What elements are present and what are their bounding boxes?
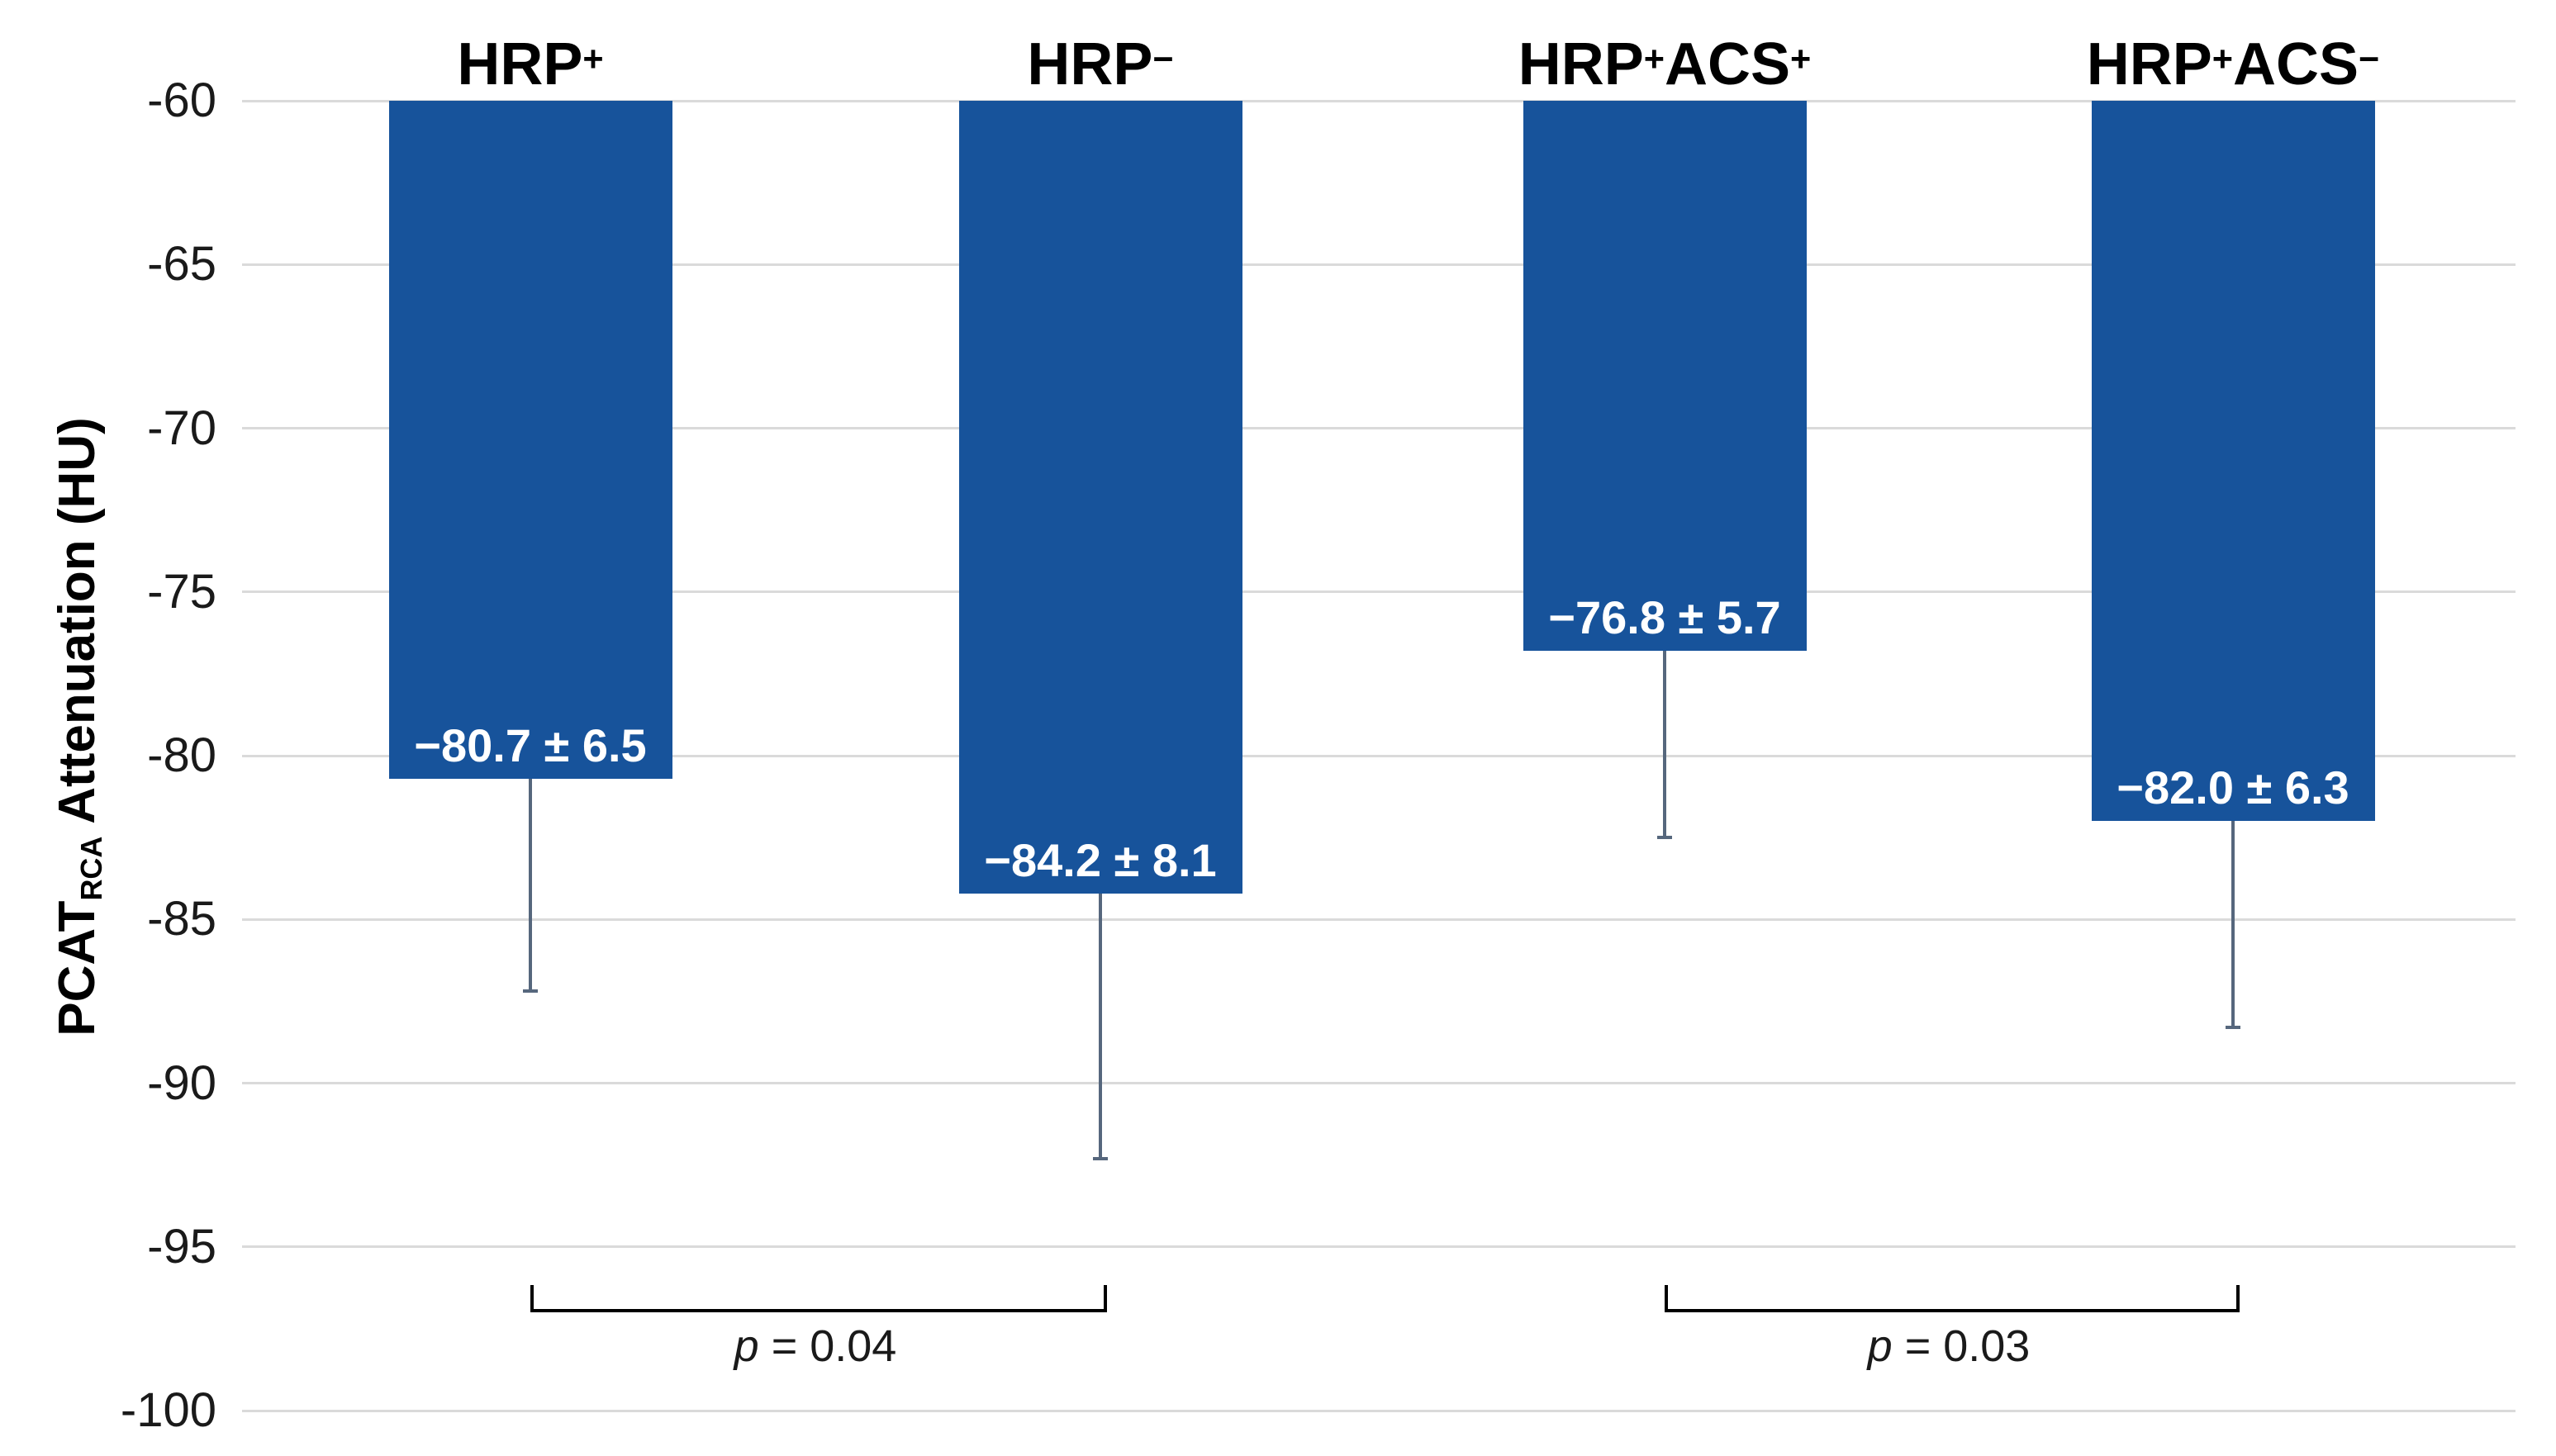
category-title-text: ACS	[2233, 31, 2359, 97]
bar-value-label: −82.0 ± 6.3	[2117, 761, 2349, 814]
p-value-label: p = 0.04	[568, 1321, 1063, 1371]
category-title-superscript: +	[2212, 39, 2233, 79]
bar	[958, 101, 1242, 894]
category-title-superscript: +	[1643, 39, 1665, 79]
y-tick-label: -85	[147, 892, 216, 946]
error-bar	[1099, 893, 1102, 1159]
y-tick-label: -75	[147, 564, 216, 619]
category-title-text: HRP	[457, 31, 583, 97]
category-title: HRP+ACS+	[1417, 25, 1912, 104]
gridline	[242, 263, 2516, 266]
error-bar-cap	[1657, 836, 1672, 840]
y-axis-title-subscript: RCA	[74, 836, 109, 901]
category-title-superscript: −	[1152, 39, 1174, 79]
p-symbol: p	[1867, 1321, 1893, 1371]
bar	[2091, 101, 2375, 822]
gridline	[242, 754, 2516, 757]
gridline	[242, 1082, 2516, 1084]
y-tick-label: -100	[120, 1383, 216, 1437]
significance-bracket	[1665, 1285, 2240, 1312]
y-tick-label: -80	[147, 728, 216, 782]
p-value-text: = 0.04	[758, 1321, 897, 1371]
category-title-superscript: +	[582, 39, 604, 79]
error-bar-cap	[1093, 1156, 1108, 1160]
category-title: HRP+ACS−	[1985, 25, 2481, 104]
gridline	[242, 590, 2516, 594]
gridline	[242, 427, 2516, 429]
significance-bracket	[530, 1285, 1107, 1312]
bar-value-label: −76.8 ± 5.7	[1548, 591, 1781, 644]
y-tick-label: -60	[147, 74, 216, 127]
category-title-superscript: −	[2359, 39, 2380, 79]
y-tick-label: -65	[147, 237, 216, 292]
bar-value-label: −84.2 ± 8.1	[984, 833, 1217, 886]
bar	[1523, 101, 1807, 652]
error-bar-cap	[523, 989, 538, 994]
error-bar-cap	[2226, 1026, 2240, 1030]
y-tick-label: -70	[147, 401, 216, 455]
p-value-text: = 0.03	[1892, 1321, 2031, 1371]
gridline	[242, 1245, 2516, 1249]
gridline	[242, 1409, 2516, 1412]
category-title-superscript: +	[1790, 39, 1812, 79]
category-title-text: HRP	[1027, 31, 1153, 97]
y-tick-label: -95	[147, 1219, 216, 1273]
category-title-text: ACS	[1665, 31, 1791, 97]
error-bar	[529, 778, 532, 992]
category-title: HRP+	[283, 25, 778, 104]
category-title-text: HRP	[2086, 31, 2212, 97]
category-title-text: HRP	[1518, 31, 1644, 97]
p-symbol: p	[734, 1321, 759, 1371]
gridline	[242, 99, 2516, 102]
bar-value-label: −80.7 ± 6.5	[414, 719, 647, 771]
y-tick-label: -90	[147, 1055, 216, 1110]
gridline	[242, 918, 2516, 921]
error-bar	[1663, 651, 1666, 838]
error-bar	[2231, 821, 2235, 1028]
category-title: HRP−	[853, 25, 1348, 104]
p-value-label: p = 0.03	[1701, 1321, 2197, 1371]
bar	[388, 101, 672, 779]
